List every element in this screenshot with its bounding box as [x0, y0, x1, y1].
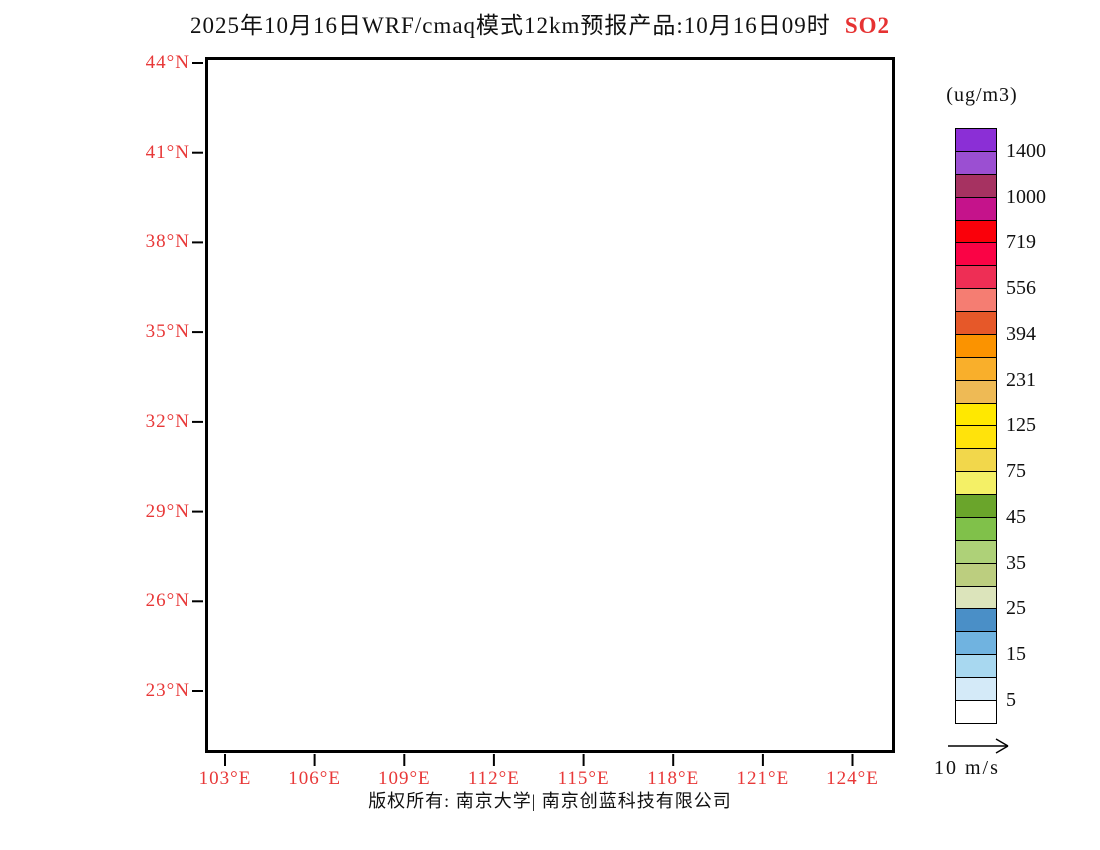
colorbar-label: 394 [1006, 322, 1036, 345]
colorbar-cell [955, 311, 997, 335]
lat-label: 29°N [145, 500, 190, 522]
colorbar-cell [955, 585, 997, 610]
colorbar-cell [955, 150, 997, 175]
colorbar-cell [955, 379, 997, 404]
lon-label: 109°E [377, 768, 431, 789]
lat-label: 41°N [145, 141, 190, 163]
wind-scale-label: 10 m/s [934, 757, 1000, 779]
colorbar-cell [955, 242, 997, 267]
colorbar-cell [955, 425, 997, 450]
colorbar-label: 719 [1006, 231, 1036, 254]
lon-label: 112°E [467, 768, 520, 789]
lon-label: 103°E [198, 768, 252, 789]
colorbar-cell [955, 402, 997, 427]
lon-label: 115°E [557, 768, 610, 789]
colorbar-cell [955, 196, 997, 221]
colorbar-cell [955, 539, 997, 564]
colorbar-cell [955, 608, 997, 633]
lat-label: 32°N [145, 410, 190, 432]
colorbar-label: 75 [1006, 460, 1026, 483]
axis-ticks [192, 62, 854, 766]
colorbar-label: 45 [1006, 505, 1026, 528]
colorbar-cell [955, 631, 997, 656]
colorbar-label: 5 [1006, 689, 1016, 711]
colorbar-cell [955, 265, 997, 290]
lon-label: 124°E [826, 768, 879, 789]
colorbar-cell [955, 219, 997, 244]
lat-label: 38°N [145, 231, 190, 253]
lat-label: 35°N [145, 321, 190, 343]
colorbar-cell [955, 700, 997, 724]
colorbar-cell [955, 356, 997, 381]
colorbar-cell [955, 333, 997, 358]
colorbar-label: 35 [1006, 551, 1026, 574]
colorbar-cell [955, 173, 997, 198]
wind-scale-arrow-icon [948, 738, 1009, 754]
page-title: 2025年10月16日WRF/cmaq模式12km预报产品:10月16日09时 S… [0, 6, 1080, 40]
colorbar-cell [955, 471, 997, 496]
lon-label: 121°E [736, 768, 790, 789]
pollutant-label: SO2 [844, 13, 890, 38]
colorbar-cell [955, 128, 997, 152]
lon-label: 118°E [647, 768, 700, 789]
lat-label: 23°N [145, 680, 190, 701]
map-border [205, 57, 895, 753]
colorbar-cell [955, 448, 997, 473]
colorbar-label: 1000 [1006, 185, 1046, 208]
lon-label: 106°E [288, 768, 341, 789]
colorbar-label: 25 [1006, 597, 1026, 620]
colorbar-label: 231 [1006, 368, 1036, 391]
title-text: 2025年10月16日WRF/cmaq模式12km预报产品:10月16日09时 [189, 13, 831, 38]
copyright-footer: 版权所有: 南京大学| 南京创蓝科技有限公司 [368, 791, 732, 811]
lat-label: 26°N [145, 590, 190, 612]
colorbar-label: 125 [1006, 414, 1036, 437]
lat-label: 44°N [145, 52, 190, 73]
colorbar-cell [955, 516, 997, 541]
colorbar-label: 1400 [1006, 139, 1046, 162]
colorbar-label: 556 [1006, 277, 1036, 300]
colorbar-cell [955, 562, 997, 587]
colorbar-cell [955, 288, 997, 313]
colorbar-cell [955, 677, 997, 701]
colorbar-cell [955, 494, 997, 518]
colorbar-cell [955, 654, 997, 679]
colorbar-label: 15 [1006, 643, 1026, 666]
colorbar-unit: (ug/m3) [946, 84, 1018, 106]
